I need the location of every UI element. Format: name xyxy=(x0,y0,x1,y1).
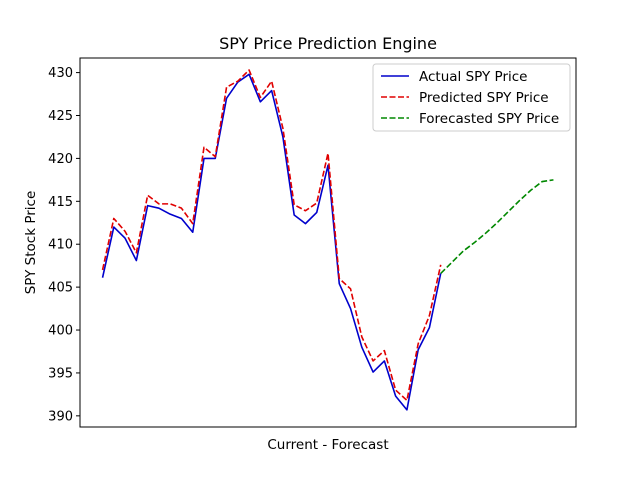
y-tick-label: 405 xyxy=(48,281,73,296)
legend-box xyxy=(372,63,571,132)
plot-frame xyxy=(79,57,577,428)
y-tick-label: 430 xyxy=(48,66,73,81)
x-axis-label: Current - Forecast xyxy=(267,437,388,453)
legend-label-predicted-spy-price: Predicted SPY Price xyxy=(419,90,549,106)
y-tick-label: 400 xyxy=(48,324,73,339)
y-tick-label: 410 xyxy=(48,238,73,253)
y-tick-label: 425 xyxy=(48,109,73,124)
chart-title: SPY Price Prediction Engine xyxy=(219,34,437,53)
legend-label-forecasted-spy-price: Forecasted SPY Price xyxy=(419,111,559,127)
predicted-spy-price-line xyxy=(101,69,442,402)
series-lines xyxy=(101,69,554,411)
legend-label-actual-spy-price: Actual SPY Price xyxy=(419,69,527,85)
legend: Actual SPY Price Predicted SPY Price Forec… xyxy=(372,63,571,132)
y-tick-label: 390 xyxy=(48,409,73,424)
y-axis-ticks: 390 395 400 405 410 415 420 425 430 xyxy=(48,66,80,424)
y-tick-label: 420 xyxy=(48,152,73,167)
y-tick-label: 415 xyxy=(48,195,73,210)
forecasted-spy-price-line xyxy=(440,179,554,274)
y-tick-label: 395 xyxy=(48,366,73,381)
y-axis-label: SPY Stock Price xyxy=(23,191,39,295)
actual-spy-price-line xyxy=(101,73,442,411)
